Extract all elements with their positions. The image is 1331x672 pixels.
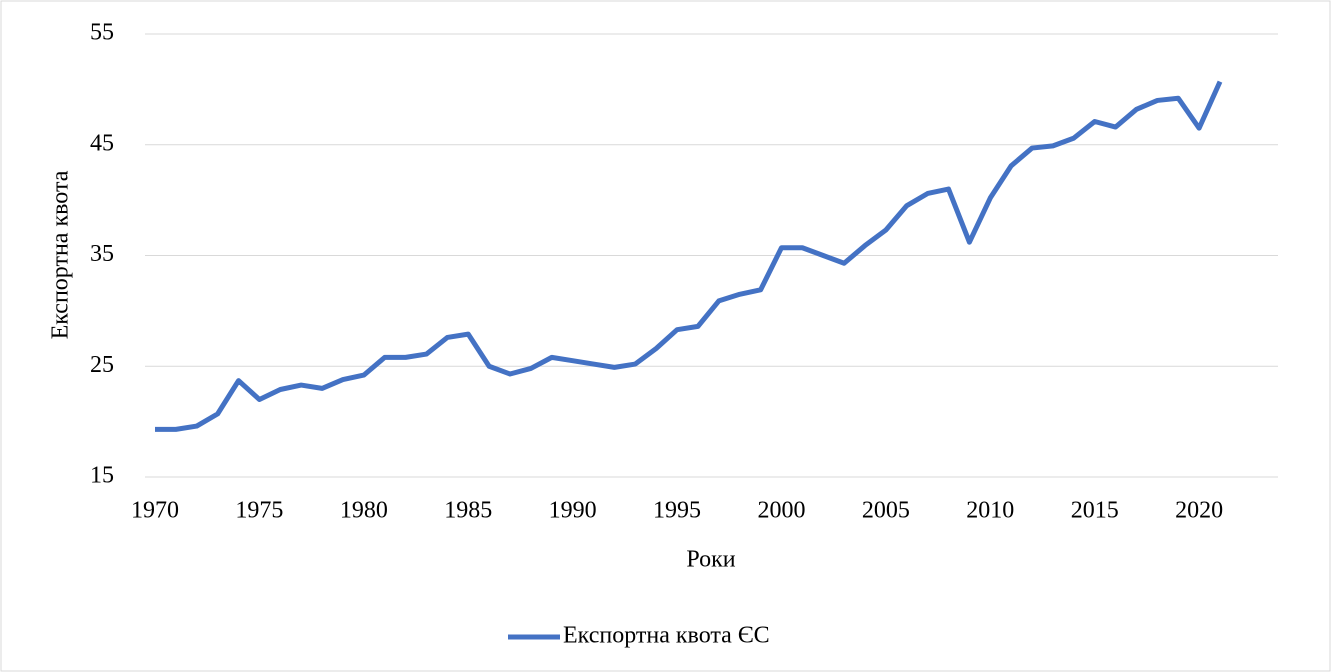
y-tick-label: 45 (90, 130, 114, 156)
x-axis-title: Роки (686, 547, 735, 573)
x-tick-label: 1990 (549, 498, 597, 524)
x-tick-label: 2005 (862, 498, 910, 524)
x-tick-label: 1970 (131, 498, 179, 524)
x-tick-label: 2000 (757, 498, 805, 524)
y-tick-label: 25 (90, 352, 114, 378)
x-tick-label: 1985 (444, 498, 492, 524)
x-tick-label: 1995 (653, 498, 701, 524)
x-tick-label: 2020 (1175, 498, 1223, 524)
x-tick-label: 1975 (235, 498, 283, 524)
y-axis-title: Експортна квота (48, 170, 74, 339)
y-tick-label: 55 (90, 20, 114, 46)
x-tick-label: 2010 (966, 498, 1014, 524)
data-line (155, 80, 1223, 432)
y-tick-label: 15 (90, 463, 114, 489)
y-tick-label: 35 (90, 241, 114, 267)
x-tick-label: 1980 (340, 498, 388, 524)
legend-label: Експортна квота ЄС (563, 623, 770, 649)
x-tick-label: 2015 (1071, 498, 1119, 524)
